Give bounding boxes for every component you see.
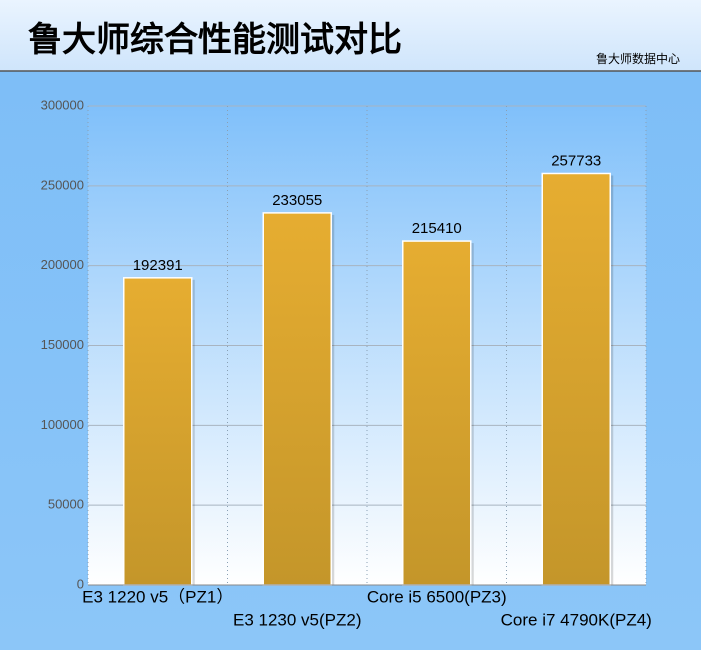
- bar: [123, 277, 193, 586]
- bar: [262, 212, 332, 586]
- value-label: 192391: [133, 257, 183, 274]
- chart-subtitle: 鲁大师数据中心: [596, 51, 680, 66]
- value-label: 215410: [412, 220, 462, 237]
- x-tick-label: Core i7 4790K(PZ4): [501, 610, 652, 629]
- chart-title: 鲁大师综合性能测试对比: [28, 21, 402, 59]
- y-tick-label: 250000: [41, 177, 84, 192]
- y-tick-label: 0: [77, 576, 84, 591]
- x-tick-label: E3 1230 v5(PZ2): [233, 610, 362, 629]
- x-tick-label: Core i5 6500(PZ3): [367, 587, 507, 606]
- header: [0, 0, 701, 71]
- bar: [402, 240, 472, 586]
- y-tick-label: 300000: [41, 97, 84, 112]
- value-label: 233055: [272, 192, 322, 209]
- value-label: 257733: [551, 152, 601, 169]
- x-tick-label: E3 1220 v5（PZ1）: [82, 587, 233, 606]
- y-tick-label: 100000: [41, 417, 84, 432]
- y-tick-label: 50000: [48, 497, 84, 512]
- y-tick-label: 150000: [41, 337, 84, 352]
- bar: [541, 172, 611, 586]
- y-tick-label: 200000: [41, 257, 84, 272]
